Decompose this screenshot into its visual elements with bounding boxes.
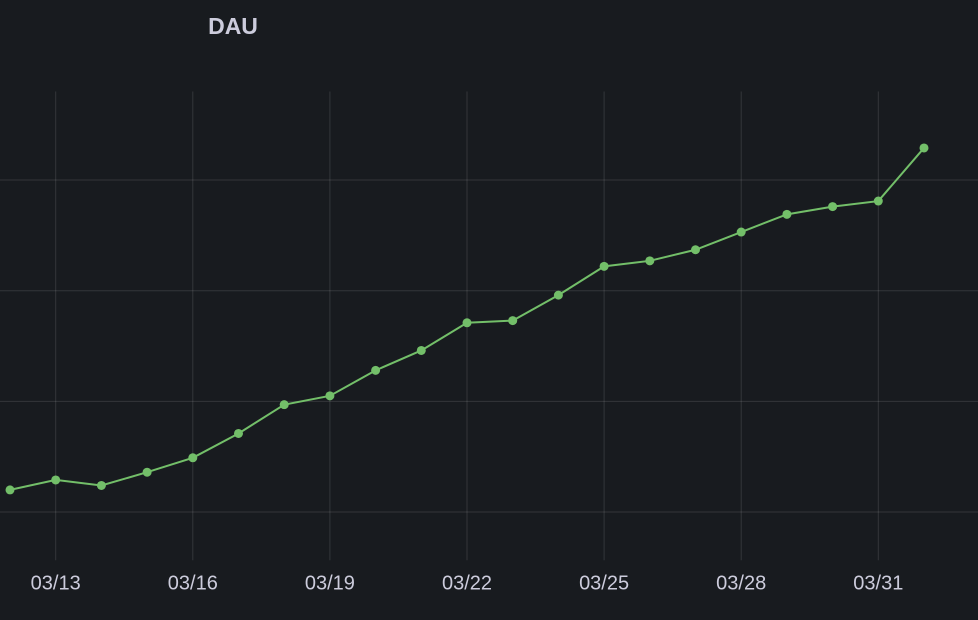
point — [599, 261, 609, 271]
x-tick-label: 03/13 — [31, 572, 81, 594]
point — [462, 318, 472, 328]
point — [5, 485, 15, 495]
point — [691, 245, 700, 255]
point — [873, 196, 883, 206]
point — [51, 475, 61, 485]
point — [325, 391, 335, 401]
x-tick-label: 03/19 — [305, 572, 355, 594]
x-tick-label: 03/31 — [853, 572, 903, 594]
point — [508, 316, 518, 326]
point — [188, 453, 198, 463]
point — [371, 365, 381, 375]
point — [279, 400, 289, 410]
point — [736, 227, 746, 237]
x-tick-label: 03/28 — [716, 572, 766, 594]
point — [96, 480, 106, 490]
chart-title: DAU — [208, 13, 258, 39]
point — [919, 143, 929, 153]
x-tick-label: 03/16 — [168, 572, 218, 594]
point — [782, 209, 792, 219]
x-tick-label: 03/22 — [442, 572, 492, 594]
point — [828, 202, 838, 212]
x-tick-label: 03/25 — [579, 572, 629, 594]
point — [416, 345, 426, 355]
point — [645, 256, 655, 266]
point — [553, 290, 563, 300]
point — [234, 428, 243, 438]
point — [142, 467, 152, 477]
